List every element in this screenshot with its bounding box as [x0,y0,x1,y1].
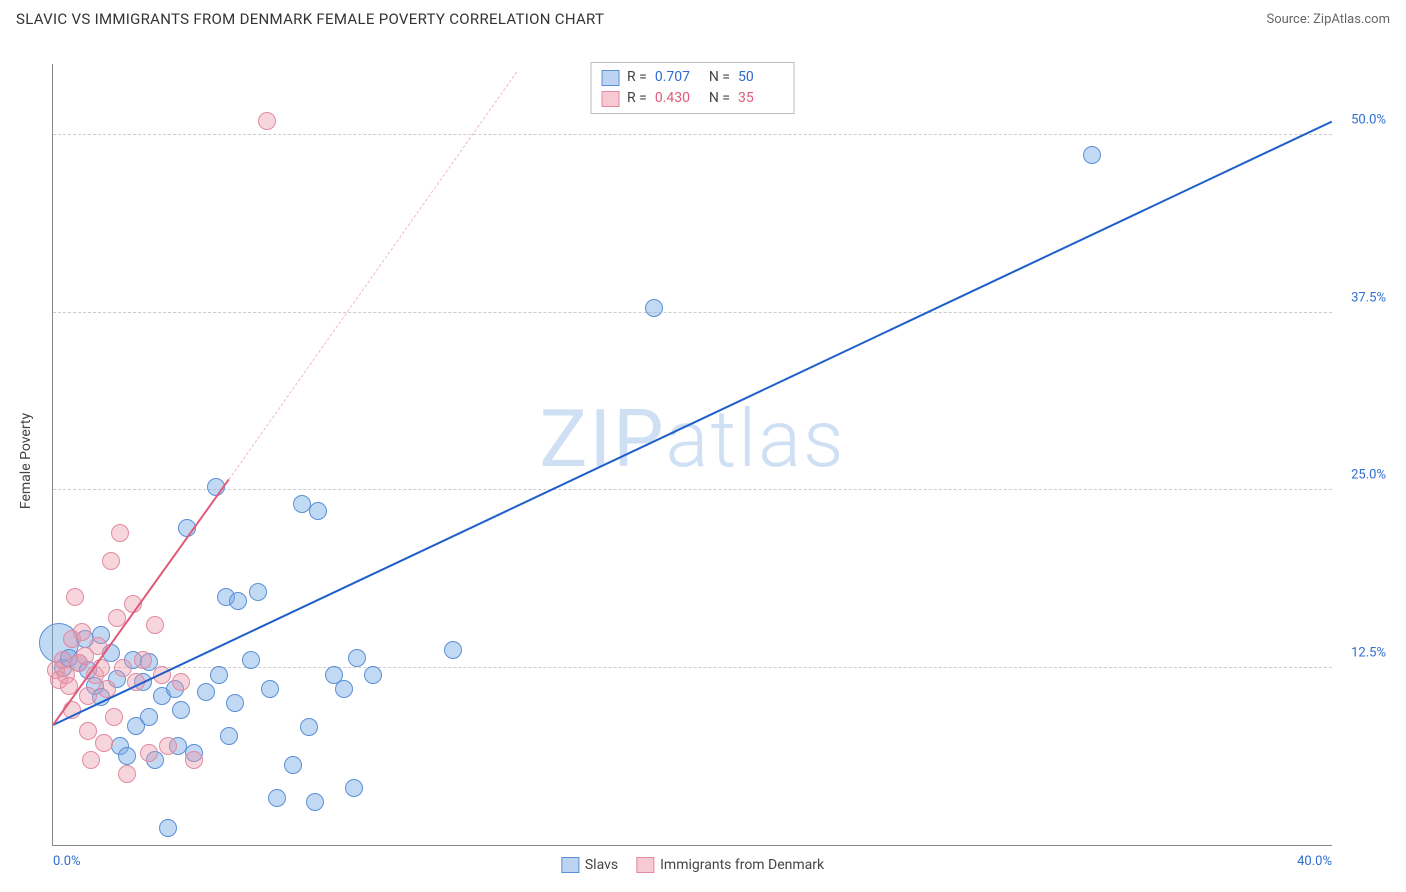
data-point-denmark [95,734,113,752]
trendline-extension [228,71,517,479]
data-point-denmark [258,112,276,130]
data-point-slavs [172,701,190,719]
data-point-slavs [268,789,286,807]
data-point-denmark [102,552,120,570]
data-point-slavs [284,756,302,774]
data-point-slavs [197,683,215,701]
data-point-slavs [242,651,260,669]
data-point-denmark [140,744,158,762]
ytick-label: 12.5% [1351,645,1386,660]
data-point-denmark [105,708,123,726]
n-label: N = [709,67,730,88]
data-point-slavs [306,793,324,811]
data-point-denmark [134,651,152,669]
r-label: R = [627,67,647,88]
data-point-denmark [118,765,136,783]
data-point-denmark [146,616,164,634]
data-point-slavs [140,708,158,726]
data-point-denmark [73,623,91,641]
gridline [53,312,1332,313]
data-point-denmark [82,751,100,769]
plot-area: ZIPatlas R =0.707N =50R =0.430N =35 Slav… [52,64,1332,846]
legend-item: Immigrants from Denmark [636,857,824,873]
ytick-label: 50.0% [1351,113,1386,128]
data-point-slavs [335,680,353,698]
legend-label: Slavs [585,857,618,873]
xtick-label: 40.0% [1297,854,1332,869]
data-point-denmark [111,524,129,542]
data-point-denmark [159,737,177,755]
series-legend: Slavs Immigrants from Denmark [561,857,824,873]
source-label: Source: ZipAtlas.com [1266,12,1390,27]
chart-container: Female Poverty ZIPatlas R =0.707N =50R =… [16,38,1390,884]
gridline [53,489,1332,490]
legend-item: Slavs [561,857,618,873]
data-point-slavs [118,747,136,765]
y-axis-label: Female Poverty [18,413,34,509]
stats-legend: R = 0.707 N = 50 R = 0.430 N = 35 [590,62,795,114]
data-point-slavs [345,779,363,797]
n-label: N = [709,88,730,109]
r-value: 0.707 [655,67,701,88]
xtick-label: 0.0% [53,854,81,869]
page-title: SLAVIC VS IMMIGRANTS FROM DENMARK FEMALE… [16,10,604,28]
watermark-a: ZIP [539,392,665,486]
data-point-slavs [364,666,382,684]
data-point-denmark [66,588,84,606]
n-value: 50 [738,67,784,88]
data-point-slavs [249,583,267,601]
legend-swatch [601,70,619,86]
data-point-slavs [226,694,244,712]
data-point-slavs [220,727,238,745]
r-label: R = [627,88,647,109]
ytick-label: 25.0% [1351,468,1386,483]
stats-legend-row: R = 0.707 N = 50 [601,67,784,88]
data-point-slavs [309,502,327,520]
legend-swatch [601,91,619,107]
stats-legend-row: R = 0.430 N = 35 [601,88,784,109]
ytick-label: 37.5% [1351,290,1386,305]
data-point-slavs [444,641,462,659]
legend-swatch [561,857,579,873]
n-value: 35 [738,88,784,109]
data-point-slavs [645,299,663,317]
data-point-denmark [172,673,190,691]
r-value: 0.430 [655,88,701,109]
legend-label: Immigrants from Denmark [660,857,824,873]
data-point-slavs [261,680,279,698]
data-point-slavs [1083,146,1101,164]
data-point-denmark [185,751,203,769]
gridline [53,134,1332,135]
legend-swatch [636,857,654,873]
data-point-slavs [229,592,247,610]
data-point-slavs [159,819,177,837]
data-point-slavs [348,649,366,667]
trendline [53,121,1333,726]
data-point-denmark [79,687,97,705]
data-point-slavs [210,666,228,684]
data-point-slavs [300,718,318,736]
data-point-denmark [79,722,97,740]
watermark-b: atlas [666,392,846,486]
